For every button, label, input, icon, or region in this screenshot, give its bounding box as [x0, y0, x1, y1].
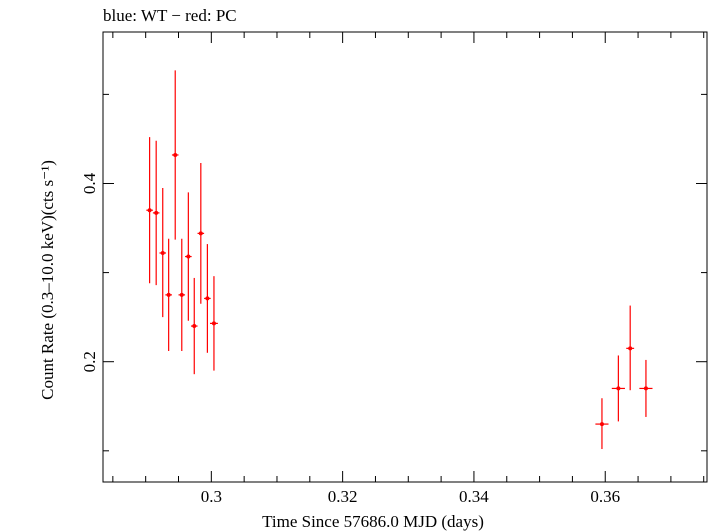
y-tick-label: 0.4	[80, 172, 99, 194]
y-tick-label: 0.2	[80, 351, 99, 372]
x-axis-label: Time Since 57686.0 MJD (days)	[262, 512, 484, 531]
point-marker	[616, 386, 621, 391]
point-marker	[643, 386, 648, 391]
data-point	[197, 162, 205, 304]
point-marker	[628, 346, 633, 351]
data-points	[146, 70, 653, 450]
y-axis-label: Count Rate (0.3–10.0 keV)(cts s⁻¹)	[38, 160, 57, 400]
tick-labels: 0.3 0.32 0.34 0.36 0.2 0.4	[80, 172, 620, 506]
data-point	[171, 70, 179, 240]
data-point	[165, 238, 172, 352]
data-point	[152, 140, 160, 286]
axis-ticks	[103, 32, 707, 482]
point-marker	[205, 296, 210, 301]
point-marker	[173, 152, 178, 157]
data-point	[626, 305, 635, 391]
data-point	[595, 398, 609, 450]
data-point	[210, 276, 218, 371]
data-point	[185, 192, 192, 321]
data-point	[146, 137, 153, 284]
x-tick-label: 0.32	[328, 487, 358, 506]
point-marker	[154, 210, 159, 215]
point-marker	[147, 208, 152, 213]
data-point	[639, 359, 653, 417]
point-marker	[198, 231, 203, 236]
point-marker	[192, 324, 197, 329]
x-tick-label: 0.34	[459, 487, 489, 506]
data-point	[159, 187, 167, 318]
point-marker	[166, 292, 171, 297]
data-point	[190, 277, 198, 375]
point-marker	[160, 250, 165, 255]
data-point	[611, 355, 625, 422]
point-marker	[179, 292, 184, 297]
x-tick-label: 0.3	[201, 487, 222, 506]
data-point	[178, 238, 186, 352]
point-marker	[211, 321, 216, 326]
x-tick-label: 0.36	[590, 487, 620, 506]
point-marker	[599, 422, 604, 427]
data-point	[204, 244, 211, 353]
plot-frame	[102, 31, 708, 483]
chart-title: blue: WT − red: PC	[103, 6, 237, 25]
point-marker	[186, 254, 191, 259]
